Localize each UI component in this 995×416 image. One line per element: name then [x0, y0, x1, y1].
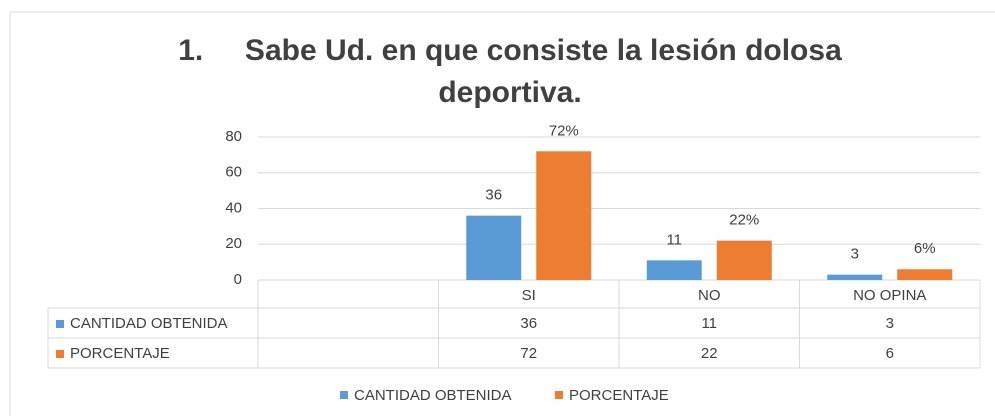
legend-key	[340, 391, 348, 399]
y-tick-label: 80	[225, 128, 242, 145]
y-tick-label: 40	[225, 199, 242, 216]
data-label: 11	[666, 231, 682, 248]
table-cell: 11	[701, 315, 717, 332]
bar	[897, 269, 953, 280]
chart-title: 1. Sabe Ud. en que consiste la lesión do…	[178, 34, 851, 109]
legend-label: PORCENTAJE	[569, 387, 669, 404]
y-tick-label: 20	[225, 235, 242, 252]
x-tick-label: SI	[522, 287, 536, 304]
y-tick-label: 0	[234, 271, 242, 288]
chart-frame	[9, 11, 995, 416]
data-label: 22%	[729, 212, 759, 229]
data-label: 3	[851, 246, 859, 263]
bar	[827, 274, 883, 280]
x-tick-label: NO	[698, 287, 721, 304]
bar	[536, 151, 592, 280]
table-cell: 3	[886, 315, 894, 332]
row-header: CANTIDAD OBTENIDA	[70, 315, 228, 332]
data-label: 72%	[549, 122, 579, 139]
table-cell: 72	[520, 345, 537, 362]
bar	[466, 215, 522, 280]
x-tick-label: NO OPINA	[853, 287, 926, 304]
y-tick-label: 60	[225, 164, 242, 181]
data-label: 6%	[914, 240, 936, 257]
legend-key	[56, 350, 64, 358]
data-label: 36	[485, 187, 502, 204]
table-cell: 22	[701, 345, 718, 362]
row-header: PORCENTAJE	[70, 345, 170, 362]
bar	[646, 260, 702, 280]
table-cell: 36	[520, 315, 537, 332]
legend-key	[555, 391, 563, 399]
legend-label: CANTIDAD OBTENIDA	[354, 387, 512, 404]
table-cell: 6	[886, 345, 894, 362]
bar	[716, 240, 772, 280]
legend-key	[56, 320, 64, 328]
